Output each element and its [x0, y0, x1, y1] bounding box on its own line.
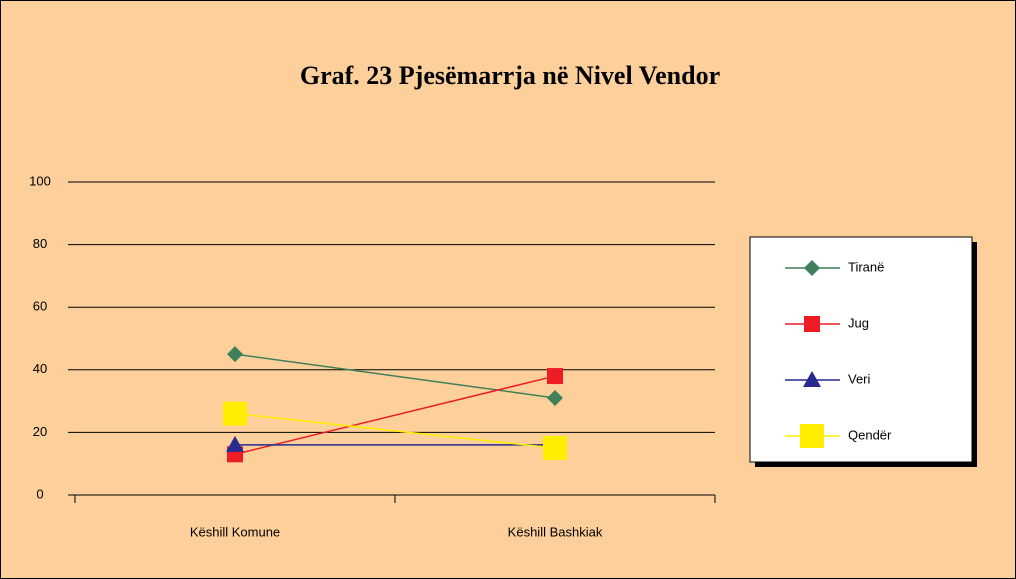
marker [223, 401, 247, 426]
marker [804, 316, 820, 332]
y-tick-label: 0 [36, 486, 43, 501]
marker [226, 435, 244, 452]
marker [547, 389, 563, 406]
y-tick-label: 20 [33, 424, 47, 439]
marker [804, 260, 820, 276]
x-tick-label: Këshill Bashkiak [508, 524, 603, 539]
marker [800, 424, 824, 448]
marker [547, 368, 563, 385]
y-tick-label: 60 [33, 299, 47, 314]
legend-label: Jug [848, 315, 869, 330]
marker [227, 346, 243, 363]
x-tick-label: Këshill Komune [190, 524, 280, 539]
legend-label: Tiranë [848, 259, 884, 274]
legend-label: Veri [848, 371, 871, 386]
marker [803, 371, 821, 387]
series-line [234, 412, 556, 449]
legend-label: Qendër [848, 427, 892, 442]
series-line [234, 375, 556, 456]
y-tick-label: 80 [33, 236, 47, 251]
series-line [234, 353, 556, 399]
y-tick-label: 100 [29, 173, 51, 188]
legend [749, 236, 973, 463]
y-tick-label: 40 [33, 361, 47, 376]
marker [543, 436, 567, 461]
chart-title: Graf. 23 Pjesëmarrja në Nivel Vendor [300, 61, 720, 90]
